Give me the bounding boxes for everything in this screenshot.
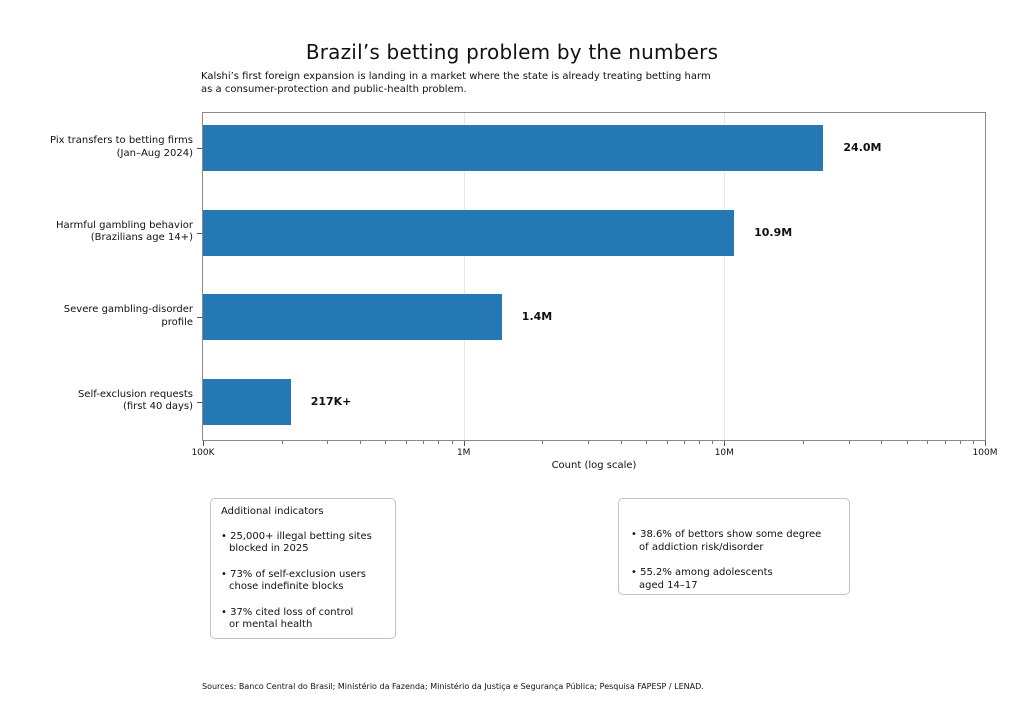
x-minor-tick — [959, 441, 961, 444]
category-label: Self-exclusion requests (first 40 days) — [78, 389, 193, 414]
x-minor-tick — [944, 441, 946, 444]
bullet-line: • 73% of self-exclusion users — [221, 568, 366, 580]
bar — [203, 209, 735, 256]
x-tick-label: 100K — [191, 448, 215, 458]
y-tick — [197, 317, 202, 318]
category-label-line: Severe gambling-disorder — [63, 304, 193, 315]
sources-note: Sources: Banco Central do Brasil; Minist… — [202, 682, 704, 691]
x-minor-tick — [327, 441, 329, 444]
y-tick — [197, 232, 202, 234]
x-minor-tick — [881, 441, 883, 444]
bullet-item: • 25,000+ illegal betting sites blocked i… — [221, 531, 385, 556]
bullet-line: • 25,000+ illegal betting sites — [221, 530, 372, 542]
x-minor-tick — [973, 441, 975, 444]
bar — [203, 125, 824, 171]
category-label-line: (Jan–Aug 2024) — [116, 147, 193, 159]
x-minor-tick — [645, 441, 647, 444]
x-minor-tick — [848, 441, 850, 444]
risk-statistics-box: • 38.6% of bettors show some degree of ad… — [618, 498, 850, 595]
bullet-line: • 55.2% among adolescents — [631, 567, 773, 578]
x-minor-tick — [451, 441, 453, 444]
x-tick — [463, 441, 465, 446]
y-tick — [197, 148, 202, 149]
x-tick — [203, 441, 204, 446]
x-axis-title: Count (log scale) — [551, 460, 637, 471]
bar-value-label: 1.4M — [521, 310, 553, 323]
bullet-item: • 37% cited loss of control or mental hea… — [221, 607, 385, 632]
chart-title: Brazil’s betting problem by the numbers — [305, 40, 719, 64]
x-tick — [985, 441, 986, 446]
additional-indicators-box: Additional indicators • 25,000+ illegal … — [210, 498, 396, 639]
category-label-line: (Brazilians age 14+) — [90, 232, 193, 243]
bullet-line: aged 14–17 — [639, 579, 698, 591]
bullet-line: blocked in 2025 — [229, 543, 309, 554]
subtitle-line: Kalshi’s first foreign expansion is land… — [201, 71, 711, 82]
x-minor-tick — [620, 441, 622, 444]
y-axis-category-labels: Pix transfers to betting firms (Jan–Aug 2… — [0, 0, 193, 716]
bar-value-label: 10.9M — [754, 225, 793, 239]
x-minor-tick — [281, 441, 283, 444]
subtitle-line: as a consumer-protection and public-heal… — [201, 83, 467, 95]
x-minor-tick — [684, 441, 685, 444]
category-label: Harmful gambling behavior (Brazilians age… — [56, 220, 193, 245]
box-bullet-list: • 25,000+ illegal betting sites blocked i… — [221, 531, 385, 632]
bullet-line: of addiction risk/disorder — [639, 541, 764, 553]
category-label: Severe gambling-disorder profile — [64, 304, 193, 329]
bullet-line: • 38.6% of bettors show some degree — [631, 529, 822, 540]
x-minor-tick — [588, 441, 589, 444]
category-label-line: Self-exclusion requests — [77, 388, 193, 400]
x-axis: 100K 1M 10M 100M — [191, 441, 997, 471]
x-tick-label: 1M — [456, 448, 471, 458]
bar-value-label: 217K+ — [310, 394, 352, 408]
gridline — [463, 113, 465, 440]
x-tick — [724, 441, 726, 446]
x-minor-tick — [699, 441, 701, 444]
category-label: Pix transfers to betting firms (Jan–Aug 2… — [50, 135, 193, 160]
chart-subtitle: Kalshi’s first foreign expansion is land… — [201, 71, 711, 96]
bullet-item: • 73% of self-exclusion users chose indef… — [221, 569, 385, 594]
bullet-item: • 38.6% of bettors show some degree of ad… — [631, 529, 839, 554]
x-tick-label: 10M — [714, 448, 734, 458]
x-minor-tick — [906, 441, 908, 444]
x-minor-tick — [666, 441, 668, 444]
x-minor-tick — [927, 441, 929, 444]
bar-value-label: 24.0M — [843, 141, 882, 154]
bullet-line: • 37% cited loss of control — [221, 606, 354, 618]
category-label-line: Pix transfers to betting firms — [50, 135, 193, 146]
category-label-line: Harmful gambling behavior — [55, 219, 193, 231]
category-label-line: (first 40 days) — [122, 401, 193, 412]
x-minor-tick — [542, 441, 544, 444]
x-minor-tick — [359, 441, 361, 444]
bullet-line: chose indefinite blocks — [229, 581, 344, 592]
y-tick — [197, 401, 202, 403]
x-minor-tick — [385, 441, 387, 444]
bar — [203, 378, 291, 425]
x-minor-tick — [712, 441, 714, 444]
box-title: Additional indicators — [221, 506, 324, 517]
bar — [203, 294, 502, 340]
x-minor-tick — [802, 441, 804, 444]
category-label-line: profile — [161, 316, 193, 328]
box-bullet-list: • 38.6% of bettors show some degree of ad… — [631, 529, 839, 592]
gridline — [724, 113, 726, 440]
x-minor-tick — [423, 441, 425, 444]
x-minor-tick — [438, 441, 440, 444]
bullet-item: • 55.2% among adolescents aged 14–17 — [631, 567, 839, 592]
x-minor-tick — [405, 441, 407, 444]
x-tick-label: 100M — [972, 448, 998, 458]
bullet-line: or mental health — [229, 619, 313, 630]
plot-area: 24.0M 10.9M 1.4M 217K+ — [202, 112, 986, 441]
